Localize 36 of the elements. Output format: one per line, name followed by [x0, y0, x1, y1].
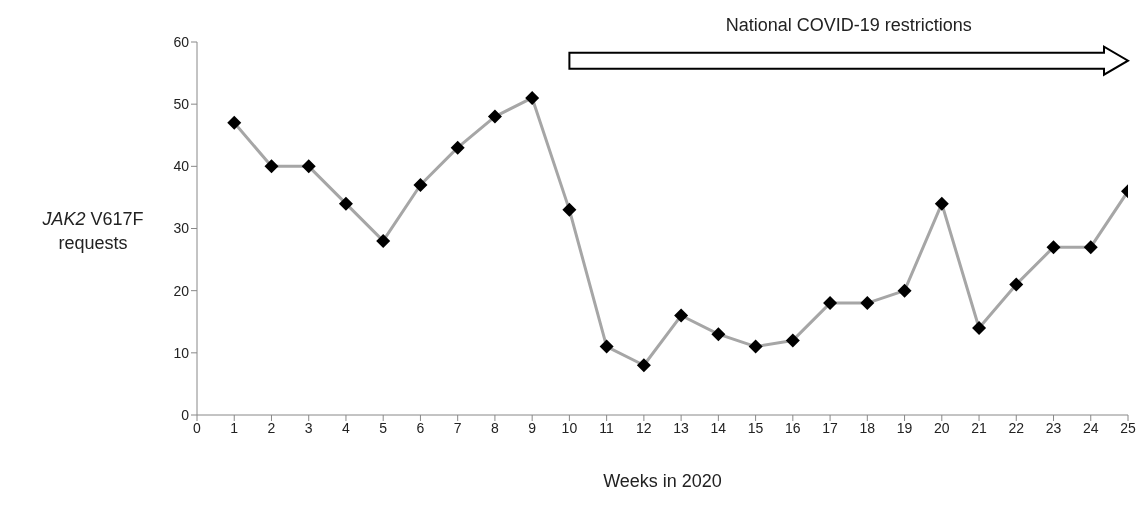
x-tick-label: 10: [561, 419, 578, 436]
x-tick-label: 5: [379, 419, 388, 436]
x-tick-label: 20: [934, 419, 950, 436]
y-axis-title: JAK2 V617F requests: [42, 208, 144, 253]
x-tick-label: 16: [785, 419, 801, 436]
x-tick-label: 14: [710, 419, 727, 436]
x-tick-label: 6: [416, 419, 425, 436]
x-tick-label: 21: [971, 419, 988, 436]
x-tick-label: 11: [599, 419, 615, 436]
x-tick-label: 3: [304, 419, 313, 436]
x-tick-label: 17: [822, 419, 839, 436]
x-tick-label: 18: [859, 419, 876, 436]
y-tick-label: 50: [173, 96, 190, 113]
x-tick-label: 25: [1120, 419, 1136, 436]
y-tick-label: 30: [173, 220, 190, 237]
x-tick-label: 4: [342, 419, 351, 436]
y-tick-label: 20: [173, 282, 190, 299]
x-tick-label: 13: [673, 419, 690, 436]
x-tick-label: 9: [528, 419, 537, 436]
text: National COVID-19 restrictions: [724, 14, 973, 36]
x-tick-label: 23: [1045, 419, 1062, 436]
x-tick-label: 8: [491, 419, 500, 436]
x-tick-label: 22: [1008, 419, 1025, 436]
x-tick-label: 2: [267, 419, 276, 436]
y-tick-label: 60: [173, 33, 190, 50]
x-tick-label: 19: [896, 419, 913, 436]
y-tick-label: 0: [181, 406, 190, 423]
x-tick-label: 15: [747, 419, 764, 436]
x-tick-label: 24: [1082, 419, 1099, 436]
x-tick-label: 0: [193, 419, 202, 436]
y-tick-label: 10: [173, 344, 190, 361]
x-tick-label: 12: [636, 419, 652, 436]
x-tick-label: 1: [230, 419, 239, 436]
x-axis-title: Weeks in 2020: [602, 471, 723, 492]
y-tick-label: 40: [173, 158, 190, 175]
x-tick-label: 7: [453, 419, 462, 436]
